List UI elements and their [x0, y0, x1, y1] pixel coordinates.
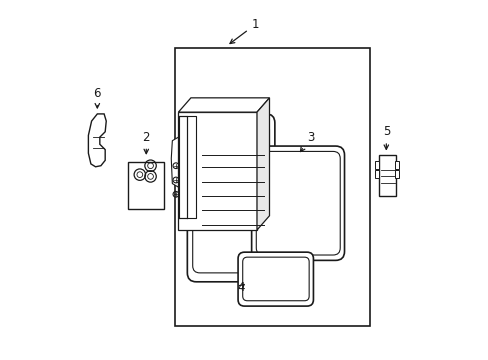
FancyBboxPatch shape — [190, 178, 247, 228]
Bar — [374, 161, 378, 169]
Bar — [178, 112, 257, 230]
FancyBboxPatch shape — [256, 152, 340, 255]
Bar — [128, 162, 164, 208]
Polygon shape — [171, 137, 178, 187]
Text: 6: 6 — [93, 87, 101, 108]
Bar — [175, 48, 369, 327]
FancyBboxPatch shape — [195, 182, 243, 223]
FancyBboxPatch shape — [192, 123, 269, 273]
Bar — [394, 161, 398, 169]
Polygon shape — [187, 116, 196, 217]
Text: 2: 2 — [142, 131, 150, 154]
Bar — [374, 170, 378, 178]
Polygon shape — [88, 114, 106, 167]
FancyBboxPatch shape — [187, 114, 274, 282]
Text: 3: 3 — [300, 131, 314, 152]
Text: 1: 1 — [229, 18, 259, 44]
FancyBboxPatch shape — [251, 146, 344, 260]
Bar — [378, 155, 395, 196]
Bar — [394, 170, 398, 178]
Polygon shape — [257, 98, 269, 230]
FancyBboxPatch shape — [242, 257, 308, 301]
Text: 5: 5 — [382, 125, 389, 149]
Polygon shape — [179, 116, 187, 217]
FancyBboxPatch shape — [238, 252, 313, 306]
Text: 4: 4 — [237, 281, 244, 294]
Polygon shape — [178, 98, 269, 112]
